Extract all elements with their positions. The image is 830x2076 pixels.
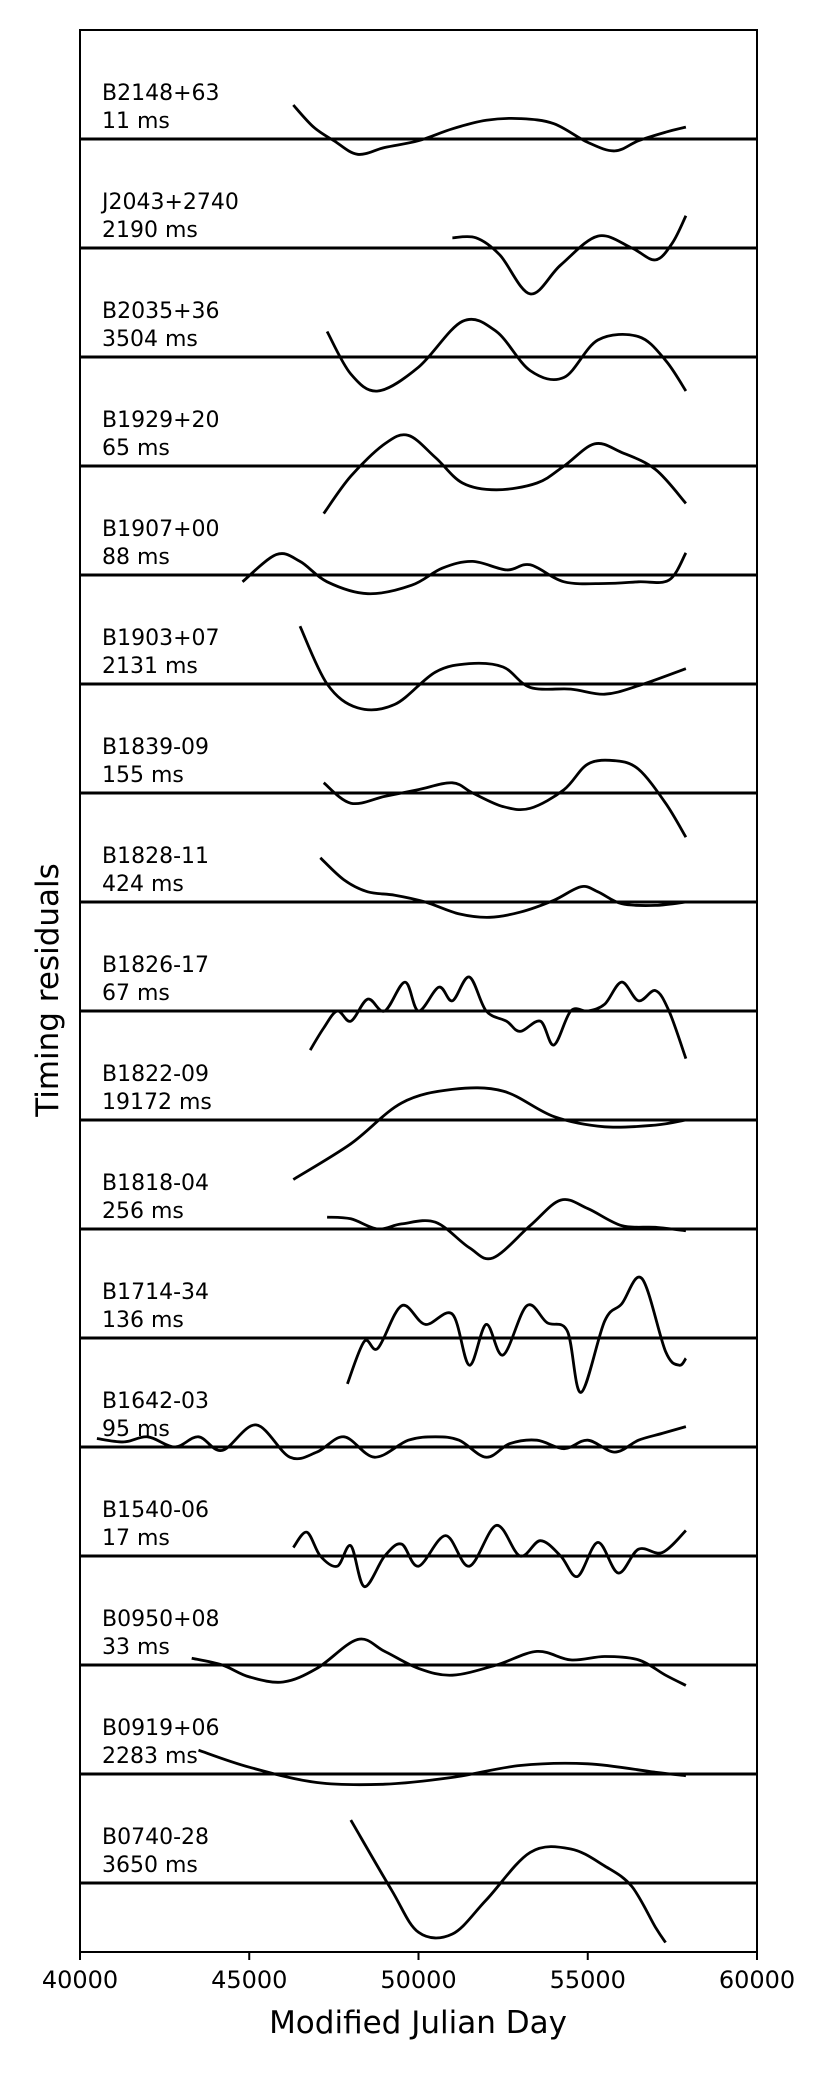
series-scale-label: 33 ms [102,1635,170,1660]
series-curves [96,104,688,1944]
series-name-label: J2043+2740 [100,190,239,215]
series-scale-label: 3504 ms [102,327,198,352]
series-name-label: B1822-09 [102,1062,209,1087]
series-curve-b1822-09 [292,1086,687,1181]
series-curve-b2035-36 [325,317,688,393]
series-scale-label: 67 ms [102,981,170,1006]
series-name-label: B1714-34 [102,1280,209,1305]
series-name-label: B1929+20 [102,408,220,433]
series-scale-label: 3650 ms [102,1853,198,1878]
x-tick-label: 50000 [380,1966,456,1994]
x-axis-label: Modified Julian Day [269,2005,567,2041]
x-tick-label: 55000 [550,1966,626,1994]
series-curve-b1828-11 [319,856,687,919]
series-scale-label: 19172 ms [102,1090,212,1115]
series-name-label: B0950+08 [102,1607,220,1632]
series-scale-label: 2283 ms [102,1744,198,1769]
series-scale-label: 17 ms [102,1526,170,1551]
series-name-label: B1826-17 [102,953,209,978]
series-scale-label: 2190 ms [102,218,198,243]
series-scale-label: 136 ms [102,1308,184,1333]
series-curve-b2148-63 [292,104,687,156]
series-scale-label: 88 ms [102,545,170,570]
series-name-label: B1907+00 [102,517,220,542]
x-axis-ticks: 40000 45000 50000 55000 60000 [42,1952,795,1994]
series-curve-b0919-06 [198,1748,687,1787]
series-name-label: B2035+36 [102,299,220,324]
series-name-label: B0740-28 [102,1825,209,1850]
series-curve-j2043-2740 [452,215,688,296]
series-curve-b1540-06 [292,1524,687,1588]
series-name-label: B1839-09 [102,735,209,760]
series-name-label: B2148+63 [102,81,220,106]
series-name-label: B1903+07 [102,626,220,651]
series-curve-b0950-08 [191,1637,687,1687]
series-name-label: B1642-03 [102,1389,209,1414]
series-curve-b1929-20 [322,433,687,515]
series-scale-label: 11 ms [102,109,170,134]
series-scale-label: 2131 ms [102,654,198,679]
baselines [80,137,757,1885]
series-curve-b1907-00 [241,552,688,596]
series-name-label: B1828-11 [102,844,209,869]
series-curve-b1642-03 [96,1423,687,1461]
y-axis-label: Timing residuals [30,863,66,1118]
series-scale-label: 424 ms [102,872,184,897]
series-name-label: B0919+06 [102,1716,220,1741]
series-name-label: B1818-04 [102,1171,209,1196]
series-curve-b0740-28 [349,1819,667,1944]
series-curve-b1818-04 [326,1198,687,1261]
series-scale-label: 95 ms [102,1417,170,1442]
series-name-label: B1540-06 [102,1498,209,1523]
x-tick-label: 60000 [719,1966,795,1994]
series-curve-b1714-34 [346,1275,688,1394]
series-labels: B2148+63 11 ms J2043+2740 2190 ms B2035+36 35… [100,81,239,1878]
series-scale-label: 155 ms [102,763,184,788]
series-scale-label: 256 ms [102,1199,184,1224]
series-scale-label: 65 ms [102,436,170,461]
series-curve-b1826-17 [308,975,688,1060]
x-tick-label: 40000 [42,1966,118,1994]
series-curve-b1903-07 [298,625,687,712]
x-tick-label: 45000 [211,1966,287,1994]
series-curve-b1839-09 [322,758,688,838]
